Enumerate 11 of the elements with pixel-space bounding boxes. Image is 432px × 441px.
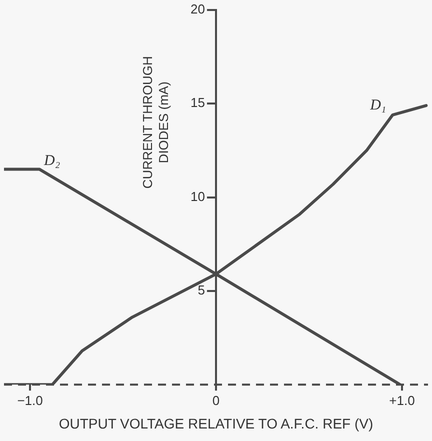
y-tick-label: 15 — [190, 95, 205, 110]
x-tick-label: 0 — [212, 392, 220, 408]
series-label: D₂ — [43, 153, 60, 170]
y-tick-label: 20 — [190, 2, 205, 17]
x-tick-label: +1.0 — [389, 392, 415, 408]
y-tick-label: 5 — [198, 282, 205, 298]
series-label: D₁ — [369, 98, 386, 114]
y-tick-label: 10 — [190, 188, 205, 204]
x-tick-label: −1.0 — [17, 392, 43, 408]
y-axis-title: CURRENT THROUGH DIODES (mA) — [140, 56, 171, 189]
x-axis-title: OUTPUT VOLTAGE RELATIVE TO A.F.C. REF (V) — [58, 415, 374, 432]
